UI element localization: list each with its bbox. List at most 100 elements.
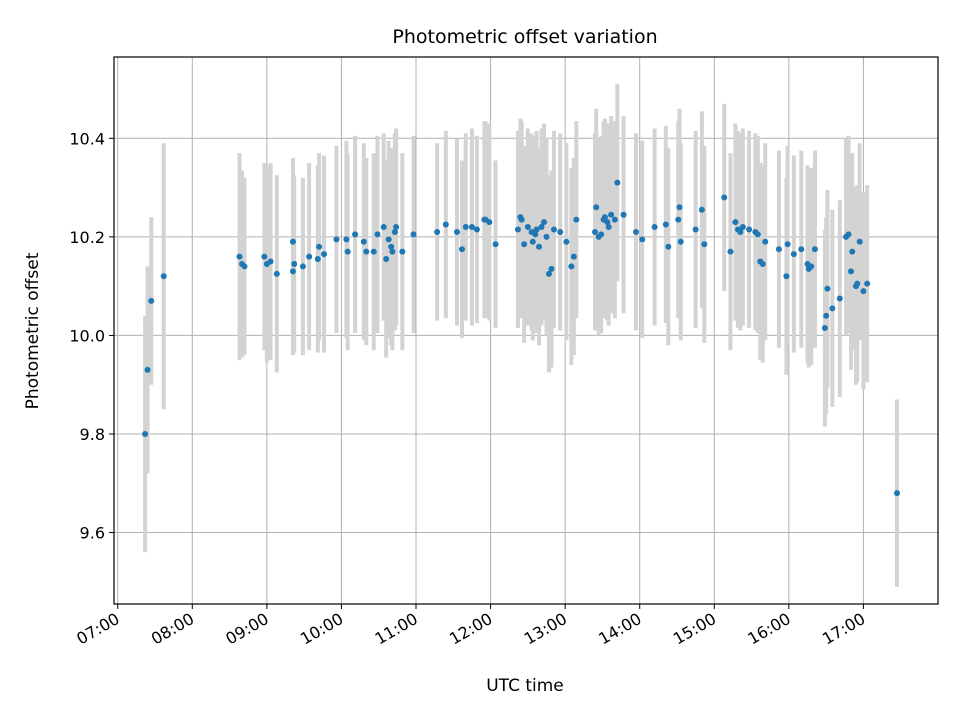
data-point: [732, 219, 739, 226]
data-point: [289, 268, 296, 275]
y-tick-label: 9.8: [80, 425, 105, 444]
data-point: [458, 246, 465, 253]
data-point: [836, 295, 843, 302]
data-point: [144, 366, 151, 373]
data-point: [692, 226, 699, 233]
data-point: [389, 248, 396, 255]
data-point: [442, 221, 449, 228]
data-point: [548, 265, 555, 272]
data-point: [665, 243, 672, 250]
data-point: [604, 219, 611, 226]
data-point: [824, 285, 831, 292]
data-point: [321, 251, 328, 258]
data-point: [662, 221, 669, 228]
data-point: [639, 236, 646, 243]
data-point: [391, 228, 398, 235]
data-point: [893, 490, 900, 497]
data-point: [727, 248, 734, 255]
data-point: [399, 248, 406, 255]
data-point: [591, 228, 598, 235]
data-point: [754, 231, 761, 238]
data-point: [746, 226, 753, 233]
data-point: [316, 243, 323, 250]
data-point: [160, 273, 167, 280]
data-point: [385, 236, 392, 243]
data-point: [486, 219, 493, 226]
data-point: [241, 263, 248, 270]
data-point: [538, 224, 545, 231]
data-point: [370, 248, 377, 255]
data-point: [454, 228, 461, 235]
data-point: [864, 280, 871, 287]
data-point: [848, 268, 855, 275]
y-axis-ticks: 9.6 9.8 10.0 10.2 10.4: [69, 129, 114, 543]
data-point: [492, 241, 499, 248]
data-point: [434, 228, 441, 235]
data-point: [849, 248, 856, 255]
data-point: [605, 224, 612, 231]
data-point: [614, 179, 621, 186]
data-point: [762, 238, 769, 245]
data-point: [468, 224, 475, 231]
data-point: [860, 288, 867, 295]
data-point: [545, 270, 552, 277]
data-point: [808, 263, 815, 270]
data-point: [532, 231, 539, 238]
data-point: [314, 256, 321, 263]
data-point: [823, 312, 830, 319]
data-point: [306, 253, 313, 260]
x-axis-label: UTC time: [486, 676, 564, 696]
y-tick-label: 10.0: [69, 326, 105, 345]
data-point: [737, 228, 744, 235]
data-point: [620, 211, 627, 218]
data-point: [541, 219, 548, 226]
data-point: [829, 305, 836, 312]
data-point: [543, 233, 550, 240]
data-point: [608, 211, 615, 218]
data-point: [611, 216, 618, 223]
chart-title: Photometric offset variation: [392, 26, 657, 48]
data-point: [759, 260, 766, 267]
data-point: [360, 238, 367, 245]
data-point: [289, 238, 296, 245]
data-point: [261, 253, 268, 260]
data-point: [410, 231, 417, 238]
data-point: [343, 236, 350, 243]
data-point: [383, 256, 390, 263]
data-points: [142, 179, 900, 497]
data-point: [854, 280, 861, 287]
y-tick-label: 10.2: [69, 228, 105, 247]
data-point: [521, 241, 528, 248]
data-point: [533, 226, 540, 233]
data-point: [267, 258, 274, 265]
data-point: [798, 246, 805, 253]
data-point: [573, 216, 580, 223]
data-point: [142, 430, 149, 437]
data-point: [570, 253, 577, 260]
data-point: [236, 253, 243, 260]
data-point: [632, 228, 639, 235]
data-point: [856, 238, 863, 245]
data-point: [462, 224, 469, 231]
data-point: [701, 241, 708, 248]
data-point: [291, 260, 298, 267]
data-point: [536, 243, 543, 250]
data-point: [601, 214, 608, 221]
data-point: [344, 248, 351, 255]
y-tick-label: 9.6: [80, 524, 105, 543]
data-point: [568, 263, 575, 270]
data-point: [557, 228, 564, 235]
data-point: [598, 231, 605, 238]
data-point: [721, 194, 728, 201]
data-point: [821, 325, 828, 332]
data-point: [374, 231, 381, 238]
data-point: [593, 204, 600, 211]
data-point: [563, 238, 570, 245]
data-point: [518, 216, 525, 223]
data-point: [550, 226, 557, 233]
data-point: [380, 224, 387, 231]
data-point: [529, 238, 536, 245]
plot-frame: [113, 56, 939, 605]
